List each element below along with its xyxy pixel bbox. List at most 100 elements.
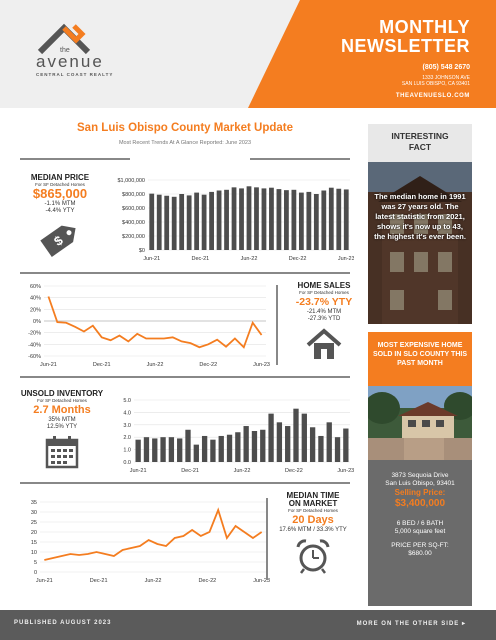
median-price-note: For SF Detached Homes <box>35 182 85 187</box>
y-tick-label: 4.0 <box>123 410 131 416</box>
bar <box>231 187 237 250</box>
x-tick-label: Dec-22 <box>198 578 216 584</box>
x-tick-label: Jun-22 <box>234 468 251 474</box>
home-sales-note: For SF Detached Homes <box>299 290 349 295</box>
home-sales-mtm: -21.4% MTM <box>306 309 342 315</box>
bar <box>143 437 150 462</box>
x-tick-label: Jun-23 <box>253 362 270 368</box>
bar <box>276 189 282 250</box>
median-time-title-line2: ON MARKET <box>288 499 338 508</box>
more-on-other-side-link[interactable]: MORE ON THE OTHER SIDE ▸ <box>356 621 466 627</box>
y-tick-label: 35 <box>31 500 37 506</box>
x-tick-label: Dec-22 <box>285 468 303 474</box>
x-tick-label: Jun-21 <box>130 468 147 474</box>
fact-title-line2: FACT <box>408 142 432 152</box>
bar <box>313 194 319 250</box>
home-sales-title: HOME SALES <box>297 281 351 290</box>
bar <box>326 422 332 462</box>
y-tick-label: 25 <box>31 520 37 526</box>
footer <box>0 610 496 640</box>
y-tick-label: $1,000,000 <box>117 178 145 184</box>
bar <box>301 413 307 462</box>
y-tick-label: -20% <box>28 331 41 337</box>
series-line <box>47 296 263 349</box>
y-tick-label: 0 <box>34 570 37 576</box>
logo-subtitle: CENTRAL COAST REALTY <box>36 72 114 77</box>
median-price-yty: -4.4% YTY <box>45 208 75 214</box>
unsold-inventory-chart: 5.0 4.0 3.0 2.0 1.0 0.0 Jun-21 Dec-21 Jun-22 Dec-… <box>123 398 354 474</box>
divider <box>20 482 350 484</box>
unsold-inventory-value: 2.7 Months <box>33 404 91 416</box>
x-tick-label: Dec-22 <box>289 256 307 262</box>
x-tick-label: Jun-23 <box>338 256 354 262</box>
page-subtitle: Most Recent Trends At A Glance Reported:… <box>118 140 252 146</box>
bar <box>291 189 297 250</box>
square-feet: 5,000 square feet <box>394 528 446 535</box>
x-tick-label: Jun-23 <box>337 468 354 474</box>
office-address: 1333 JOHNSON AVE SAN LUIS OBISPO, CA 934… <box>402 75 470 87</box>
published-date: PUBLISHED AUGUST 2023 <box>14 620 112 626</box>
bar <box>269 187 274 250</box>
y-tick-label: 30 <box>31 510 37 516</box>
home-sales-chart: 60% 40% 20% 0% -20% -40% -60% Jun-21 Dec-21 Jun-2… <box>28 284 270 368</box>
unsold-inventory-block: UNSOLD INVENTORY For SF Detached Homes 2… <box>20 390 104 474</box>
median-price-chart: $1,000,000 $800,000 $600,000 $400,000 $200,0… <box>117 178 354 262</box>
bar <box>177 438 183 462</box>
bar <box>210 439 216 462</box>
x-tick-label: Jun-23 <box>253 578 270 584</box>
y-tick-label: $0 <box>139 248 145 254</box>
bar <box>171 196 177 250</box>
median-time-note: For SF Detached Homes <box>288 508 338 513</box>
phone-number[interactable]: (805) 548 2670 <box>422 64 470 71</box>
y-tick-label: $600,000 <box>122 206 145 212</box>
alarm-clock-icon <box>296 539 330 574</box>
y-tick-label: $200,000 <box>122 234 145 240</box>
bar <box>309 427 316 462</box>
bar <box>268 413 274 462</box>
logo-the: the <box>60 47 70 54</box>
y-tick-label: 1.0 <box>123 448 131 454</box>
median-time-change: 17.6% MTM / 33.3% YTY <box>279 527 347 533</box>
x-tick-label: Jun-21 <box>40 362 57 368</box>
logo-roof-icon <box>37 23 91 55</box>
x-tick-label: Jun-21 <box>143 256 160 262</box>
x-tick-label: Jun-22 <box>147 362 164 368</box>
divider <box>20 158 130 160</box>
bar <box>218 435 224 462</box>
bar <box>251 431 258 462</box>
divider-vertical <box>276 285 278 365</box>
bar <box>285 426 291 462</box>
website-link[interactable]: THEAVENUESLO.COM <box>395 93 470 99</box>
y-tick-label: -40% <box>28 342 41 348</box>
unsold-inventory-title: UNSOLD INVENTORY <box>20 389 104 398</box>
bar <box>284 190 289 250</box>
bar <box>246 186 252 250</box>
bar <box>343 428 349 462</box>
home-photo <box>368 386 472 460</box>
price-per-sqft-label: PRICE PER SQ-FT: <box>391 542 449 549</box>
y-tick-label: 5.0 <box>123 398 131 404</box>
median-time-value: 20 Days <box>292 514 334 526</box>
bar <box>318 435 324 462</box>
y-tick-label: 10 <box>31 550 37 556</box>
bar <box>261 188 267 250</box>
divider <box>20 376 350 378</box>
median-price-title: MEDIAN PRICE <box>30 173 90 182</box>
y-tick-label: 0% <box>33 319 41 325</box>
bar <box>343 189 349 250</box>
fact-text: The median home in 1991 was 27 years old… <box>374 192 466 241</box>
median-time-chart: 35 30 25 20 15 10 5 0 Jun-21 Dec-21 Jun-22 Dec-22 Ju… <box>31 500 270 584</box>
home-address-line1: 3873 Sequoia Drive <box>391 472 449 479</box>
median-time-block: MEDIAN TIME ON MARKET For SF Detached Ho… <box>268 492 358 579</box>
bar <box>168 437 175 462</box>
y-tick-label: 15 <box>31 540 37 546</box>
bar <box>156 194 162 250</box>
selling-price-label: Selling Price: <box>394 488 446 497</box>
bar <box>226 434 233 462</box>
y-tick-label: $400,000 <box>122 220 145 226</box>
x-tick-label: Jun-22 <box>241 256 258 262</box>
y-tick-label: -60% <box>28 354 41 360</box>
bar <box>254 187 259 250</box>
bar <box>328 187 334 250</box>
bar <box>149 193 155 250</box>
